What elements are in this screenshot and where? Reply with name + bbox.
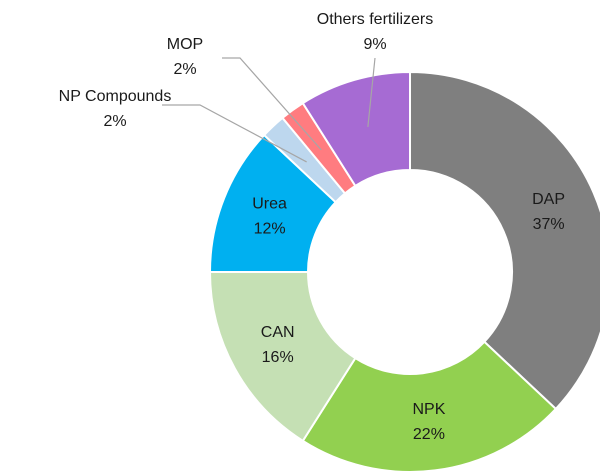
leader-line <box>162 104 307 163</box>
slice-label: CAN <box>261 324 295 341</box>
slice-label: DAP <box>532 191 565 208</box>
slice-label: Urea <box>252 196 287 213</box>
slice-value-label: 2% <box>173 61 196 78</box>
leader-line <box>222 57 322 151</box>
donut-slice <box>301 70 411 188</box>
slice-value-label: 22% <box>413 426 445 443</box>
slice-value-label: 37% <box>533 216 565 233</box>
donut-slice <box>301 340 558 473</box>
donut-slice <box>208 271 357 443</box>
slice-label: NPK <box>412 401 445 418</box>
leader-line <box>367 57 376 128</box>
slice-value-label: 2% <box>103 113 126 130</box>
slice-value-label: 9% <box>363 36 386 53</box>
slice-label: Others fertilizers <box>317 11 433 28</box>
slice-label: MOP <box>167 36 203 53</box>
slice-value-label: 16% <box>262 349 294 366</box>
slice-label: NP Compounds <box>59 88 172 105</box>
slice-value-label: 12% <box>254 221 286 238</box>
donut-slice <box>409 70 600 411</box>
